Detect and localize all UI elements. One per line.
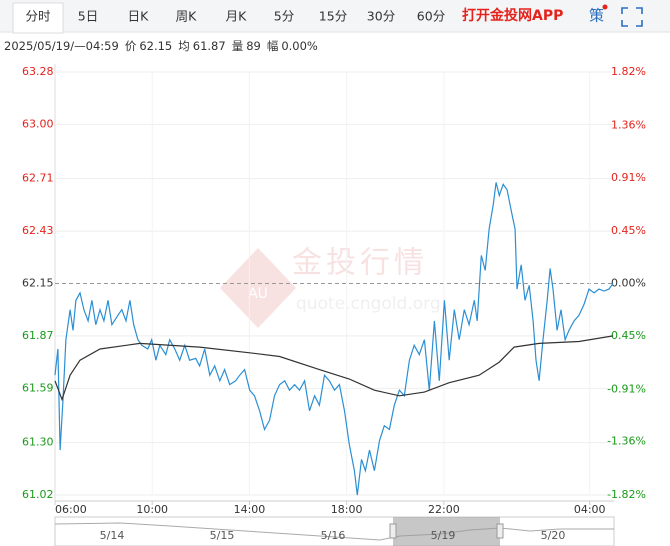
fullscreen-icon[interactable] (621, 7, 643, 27)
navigator-date: 5/16 (321, 529, 346, 542)
info-item: 量 (232, 39, 244, 53)
y2-tick-label: 0.45% (611, 329, 646, 342)
tab[interactable]: 15分 (319, 9, 347, 24)
y-tick-label: 61.87 (22, 329, 54, 342)
app-link[interactable]: 打开金投网APP (462, 7, 563, 24)
y2-tick-label: -1.36% (607, 435, 646, 448)
watermark-logo (220, 248, 296, 328)
strategy-button[interactable]: 策 (589, 7, 604, 25)
tab-selected-bg (12, 2, 64, 34)
info-item: 62.15 (139, 39, 172, 53)
y-tick-label: 63.00 (22, 117, 54, 130)
tab[interactable]: 日K (128, 9, 150, 24)
y-tick-label: 62.43 (22, 224, 54, 237)
tab[interactable]: 5日 (78, 9, 98, 24)
y-tick-label: 63.28 (22, 65, 54, 78)
navigator-date: 5/14 (100, 529, 125, 542)
x-tick-label: 14:00 (234, 503, 266, 516)
y2-tick-label: 1.36% (611, 118, 646, 131)
y-tick-label: 61.59 (22, 381, 54, 394)
y-tick-label: 61.30 (22, 436, 54, 449)
x-tick-label: 22:00 (428, 503, 460, 516)
watermark: AU 金投行情 quote.cngold.org (220, 246, 441, 328)
x-tick-label: 06:00 (55, 503, 87, 516)
tab[interactable]: 5分 (274, 9, 294, 24)
y2-tick-label: 1.82% (611, 65, 646, 78)
notify-dot (602, 4, 608, 10)
info-item: 0.00% (281, 39, 318, 53)
navigator-handle[interactable] (389, 523, 397, 539)
y2-tick-label: -0.91% (607, 382, 646, 395)
info-item: 价 (125, 39, 137, 53)
info-item: 均 (178, 39, 190, 53)
x-tick-label: 18:00 (331, 503, 363, 516)
y2-tick-label: 0.45% (611, 224, 646, 237)
info-line: 2025/05/19/—04:59 价 62.15 均 61.87 量 89 幅 0.00% (4, 39, 318, 53)
y2-tick-label: 0.91% (611, 171, 646, 184)
navigator-date: 5/20 (541, 529, 566, 542)
watermark-url: quote.cngold.org (296, 294, 441, 314)
tab[interactable]: 30分 (367, 9, 395, 24)
tab[interactable]: 月K (226, 9, 248, 24)
navigator[interactable] (54, 516, 615, 546)
info-item: 幅 (267, 39, 279, 53)
info-item: 2025/05/19/—04:59 (4, 39, 119, 53)
x-tick-label: 04:00 (574, 503, 606, 516)
watermark-badge: AU (248, 286, 268, 302)
navigator-handle[interactable] (496, 523, 504, 539)
average-line (54, 335, 614, 402)
tab[interactable]: 60分 (417, 9, 445, 24)
y2-tick-label: 0.00% (611, 277, 646, 290)
y2-tick-label: -1.82% (607, 488, 646, 501)
navigator-window[interactable] (393, 517, 500, 546)
navigator-date: 5/15 (210, 529, 235, 542)
y-tick-label: 62.15 (22, 277, 54, 290)
x-tick-label: 10:00 (136, 503, 168, 516)
tab[interactable]: 分时 (25, 9, 51, 24)
toolbar (0, 0, 670, 32)
y-tick-label: 61.02 (22, 488, 54, 501)
watermark-title: 金投行情 (292, 246, 428, 281)
y-tick-label: 62.71 (22, 172, 54, 185)
tab[interactable]: 周K (176, 9, 198, 24)
navigator-date: 5/19 (431, 529, 456, 542)
info-item: 61.87 (193, 39, 226, 53)
info-item: 89 (246, 39, 261, 53)
price-line (54, 182, 614, 496)
